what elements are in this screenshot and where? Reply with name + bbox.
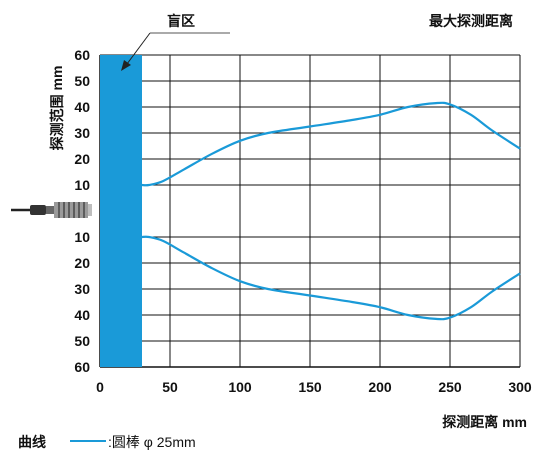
x-tick-label: 0 (96, 379, 104, 395)
y-tick-label: 60 (74, 47, 90, 63)
y-axis-label: 探测范围 mm (49, 66, 65, 151)
y-tick-label: 50 (74, 73, 90, 89)
blind-zone-arrowhead (121, 60, 131, 71)
y-tick-label: 30 (74, 281, 90, 297)
y-tick-label: 10 (74, 229, 90, 245)
y-tick-label: 20 (74, 151, 90, 167)
series-line-upper (141, 101, 521, 187)
tick-labels: 60 50 40 30 20 10 10 20 30 40 50 60 0 50 100 150 200 250 3… (74, 47, 531, 395)
y-tick-label: 20 (74, 255, 90, 271)
blind-zone-bar (100, 55, 142, 367)
x-tick-label: 300 (508, 379, 532, 395)
y-tick-label: 40 (74, 307, 90, 323)
legend-title: 曲线 (18, 434, 46, 450)
curves (141, 101, 521, 321)
blind-zone-pointer (126, 32, 151, 65)
y-tick-label: 10 (74, 177, 90, 193)
y-tick-label: 40 (74, 99, 90, 115)
series-line-lower (141, 235, 521, 321)
y-tick-label: 30 (74, 125, 90, 141)
sensor-icon (11, 202, 92, 218)
x-tick-label: 150 (298, 379, 322, 395)
blind-zone-label: 盲区 (167, 13, 195, 29)
x-axis-label: 探测距离 mm (442, 414, 527, 430)
x-tick-label: 100 (228, 379, 252, 395)
y-tick-label: 50 (74, 333, 90, 349)
y-tick-label: 60 (74, 359, 90, 375)
grid (99, 54, 521, 368)
x-tick-label: 50 (162, 379, 178, 395)
x-tick-label: 200 (368, 379, 392, 395)
legend-entry: :圆棒 φ 25mm (108, 434, 196, 450)
x-tick-label: 250 (438, 379, 462, 395)
max-distance-label: 最大探测距离 (429, 13, 513, 29)
